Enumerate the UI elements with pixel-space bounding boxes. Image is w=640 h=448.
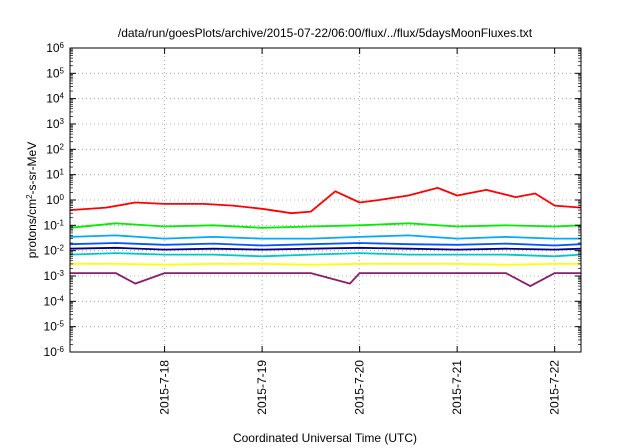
y-tick-label: 100: [46, 193, 64, 208]
y-tick-exp: 5: [60, 66, 65, 75]
y-tick-label: 10-1: [44, 218, 65, 233]
x-tick-label: 2015-7-22: [548, 360, 562, 415]
y-tick-base: 10: [46, 193, 60, 207]
y-tick-base: 10: [44, 345, 58, 359]
x-axis: 2015-7-18 2015-7-19 2015-7-20 2015-7-21 2015…: [158, 48, 562, 415]
series-line-1: [69, 187, 582, 215]
x-tick-label: 2015-7-19: [255, 360, 269, 415]
y-tick-base: 10: [44, 294, 58, 308]
series-line-8: [70, 272, 581, 287]
y-tick-label: 10-2: [44, 243, 65, 258]
series-line-4: [69, 242, 582, 247]
y-tick-base: 10: [46, 41, 60, 55]
y-tick-exp: 4: [60, 91, 65, 100]
y-axis-label-rest: -s-sr-MeV: [25, 142, 39, 195]
series-line-7: [70, 263, 581, 266]
y-tick-label: 10-6: [44, 345, 65, 360]
y-tick-exp: 3: [60, 117, 65, 126]
y-tick-base: 10: [44, 320, 58, 334]
x-tick-label: 2015-7-21: [450, 360, 464, 415]
grid-lines: [70, 48, 581, 352]
y-tick-base: 10: [44, 269, 58, 283]
series-line-6: [69, 252, 582, 258]
y-tick-exp: -3: [57, 269, 65, 278]
y-axis-label-sup: 2: [25, 194, 34, 199]
series-line-5: [69, 246, 582, 251]
y-tick-exp: -2: [57, 243, 65, 252]
y-tick-exp: -4: [57, 294, 65, 303]
y-tick-base: 10: [46, 142, 60, 156]
y-tick-label: 10-5: [44, 319, 65, 334]
y-tick-label: 104: [46, 91, 64, 106]
y-tick-label: 10-3: [44, 269, 65, 284]
y-axis: 10-610-510-410-310-210-11001011021031041…: [44, 41, 581, 360]
y-tick-label: 106: [46, 41, 64, 56]
y-tick-base: 10: [44, 218, 58, 232]
y-tick-base: 10: [46, 66, 60, 80]
y-tick-base: 10: [46, 117, 60, 131]
series-line-3: [69, 234, 581, 240]
y-tick-label: 10-4: [44, 294, 65, 309]
y-tick-base: 10: [44, 244, 58, 258]
y-tick-exp: 0: [60, 193, 65, 202]
x-tick-label: 2015-7-18: [158, 360, 172, 415]
y-tick-base: 10: [46, 168, 60, 182]
x-axis-label: Coordinated Universal Time (UTC): [233, 431, 417, 445]
y-tick-exp: -6: [57, 345, 65, 354]
y-tick-label: 103: [46, 117, 64, 132]
y-axis-label: protons/cm2-s-sr-MeV: [25, 142, 40, 258]
series-line-2: [69, 222, 582, 229]
y-tick-exp: -5: [57, 319, 65, 328]
y-tick-exp: 1: [60, 167, 65, 176]
y-tick-exp: 6: [60, 41, 65, 50]
chart-title: /data/run/goesPlots/archive/2015-07-22/0…: [118, 26, 533, 40]
y-tick-label: 102: [46, 142, 64, 157]
y-axis-label-base: protons/cm: [25, 199, 39, 258]
x-tick-label: 2015-7-20: [353, 360, 367, 415]
y-tick-exp: -1: [57, 218, 65, 227]
y-tick-base: 10: [46, 92, 60, 106]
plot-area: [69, 187, 582, 287]
y-tick-label: 101: [46, 167, 64, 182]
y-tick-label: 105: [46, 66, 64, 81]
y-tick-exp: 2: [60, 142, 65, 151]
